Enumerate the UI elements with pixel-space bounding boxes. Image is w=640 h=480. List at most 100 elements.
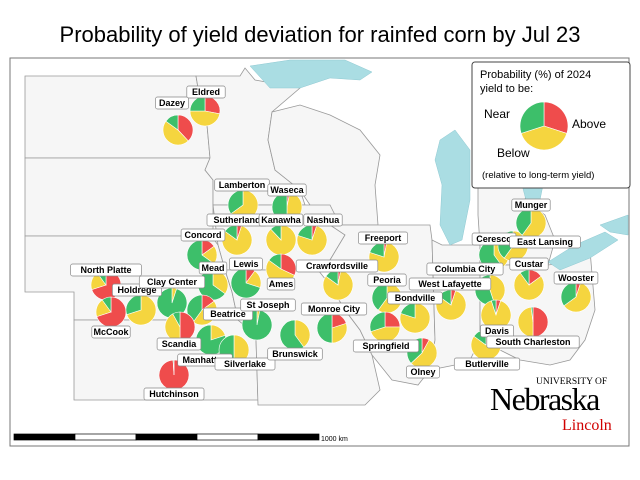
dazey-below-slice <box>177 114 194 142</box>
site-label-lamberton: Lamberton <box>214 178 270 192</box>
logo-university-of: UNIVERSITY OF <box>536 377 607 387</box>
label-box <box>156 337 202 351</box>
west-lafayette-pie <box>435 289 467 321</box>
label-box <box>180 228 226 242</box>
scale-segment <box>257 433 320 441</box>
site-name: Lewis <box>233 259 258 269</box>
label-box <box>186 85 226 99</box>
dazey-pie <box>162 114 194 146</box>
dazey-above-slice <box>165 114 179 131</box>
site-label-butlerville: Butlerville <box>453 357 521 371</box>
site-name: Butlerville <box>465 359 509 369</box>
site-label-columbia-city: Columbia City <box>426 262 504 276</box>
label-box <box>387 291 443 305</box>
label-box <box>553 271 599 285</box>
logo-nebraska: Nebraska <box>490 381 600 417</box>
site-label-bondville: Bondville <box>387 291 443 305</box>
hutchinson-above-slice <box>172 359 175 376</box>
site-label-davis: Davis <box>480 324 514 338</box>
site-name: West Lafayette <box>418 279 481 289</box>
site-name: Monroe City <box>308 304 360 314</box>
munger-pie <box>515 207 547 239</box>
site-label-concord: Concord <box>180 228 226 242</box>
label-box <box>453 357 521 371</box>
south-charleston-above-slice <box>530 306 534 323</box>
site-name: Crawfordsville <box>306 261 368 271</box>
site-name: Ames <box>269 279 294 289</box>
site-name: South Charleston <box>495 337 570 347</box>
label-box <box>266 277 296 291</box>
scale-segment <box>13 433 76 441</box>
site-label-dazey: Dazey <box>155 96 189 110</box>
legend-title-line2: yield to be: <box>480 83 533 95</box>
site-name: Olney <box>410 367 435 377</box>
site-label-north-platte: North Platte <box>70 263 142 277</box>
label-box <box>267 183 307 197</box>
label-box <box>203 307 253 321</box>
label-box <box>229 257 263 271</box>
lake-superior <box>249 59 373 89</box>
site-name: Kanawha <box>261 215 302 225</box>
legend-pie <box>519 101 569 151</box>
label-box <box>352 339 420 353</box>
brunswick-pie <box>279 319 311 351</box>
legend-near-slice <box>520 125 568 151</box>
site-name: Nashua <box>307 215 341 225</box>
nashua-near-slice <box>296 225 328 256</box>
site-label-ames: Ames <box>266 277 296 291</box>
label-box <box>408 277 492 291</box>
site-name: North Platte <box>80 265 131 275</box>
lake-ontario <box>599 214 629 236</box>
site-label-clay-center: Clay Center <box>138 275 206 289</box>
site-label-brunswick: Brunswick <box>267 347 323 361</box>
site-name: Eldred <box>192 87 220 97</box>
label-box <box>358 231 408 245</box>
site-name: Waseca <box>270 185 304 195</box>
site-name: Lamberton <box>219 180 266 190</box>
custar-near-slice <box>513 272 545 301</box>
label-box <box>509 235 581 249</box>
map-title: Probability of yield deviation for rainf… <box>59 22 581 47</box>
site-label-west-lafayette: West Lafayette <box>408 277 492 291</box>
springfield-above-slice <box>369 311 386 333</box>
site-label-eldred: Eldred <box>186 85 226 99</box>
scale-label: 1000 km <box>321 436 348 443</box>
site-name: St Joseph <box>246 300 289 310</box>
label-box <box>240 298 296 312</box>
site-label-scandia: Scandia <box>156 337 202 351</box>
site-name: McCook <box>93 327 129 337</box>
legend-below: Below <box>497 146 530 160</box>
springfield-pie <box>369 311 401 343</box>
site-name: Freeport <box>365 233 402 243</box>
site-name: Sutherland <box>213 215 260 225</box>
site-name: East Lansing <box>517 237 573 247</box>
scandia-pie <box>164 311 196 343</box>
mccook-pie <box>95 296 127 328</box>
legend-below-slice <box>543 101 569 134</box>
kanawha-pie <box>265 224 297 256</box>
holdrege-near-slice <box>126 294 157 326</box>
site-label-kanawha: Kanawha <box>258 213 304 227</box>
label-box <box>406 365 440 379</box>
site-name: Manhattan <box>183 355 228 365</box>
site-label-nashua: Nashua <box>303 213 343 227</box>
site-name: Columbia City <box>435 264 496 274</box>
site-label-lewis: Lewis <box>229 257 263 271</box>
site-name: Wooster <box>558 273 594 283</box>
site-name: Hutchinson <box>149 389 199 399</box>
legend-pie <box>519 101 569 151</box>
legend-above-slice <box>519 101 545 134</box>
site-labels: Dazey Eldred Lamberton Waseca Sutherland Kana… <box>70 85 599 401</box>
site-name: Concord <box>185 230 222 240</box>
site-name: Custar <box>515 259 544 269</box>
manhattan-pie <box>195 324 227 356</box>
label-box <box>143 387 205 401</box>
site-label-munger: Munger <box>511 198 551 212</box>
site-label-wooster: Wooster <box>553 271 599 285</box>
label-box <box>486 335 580 349</box>
eldred-pie <box>189 95 221 127</box>
site-name: Davis <box>485 326 509 336</box>
label-box <box>303 213 343 227</box>
holdrege-pie <box>125 294 157 326</box>
